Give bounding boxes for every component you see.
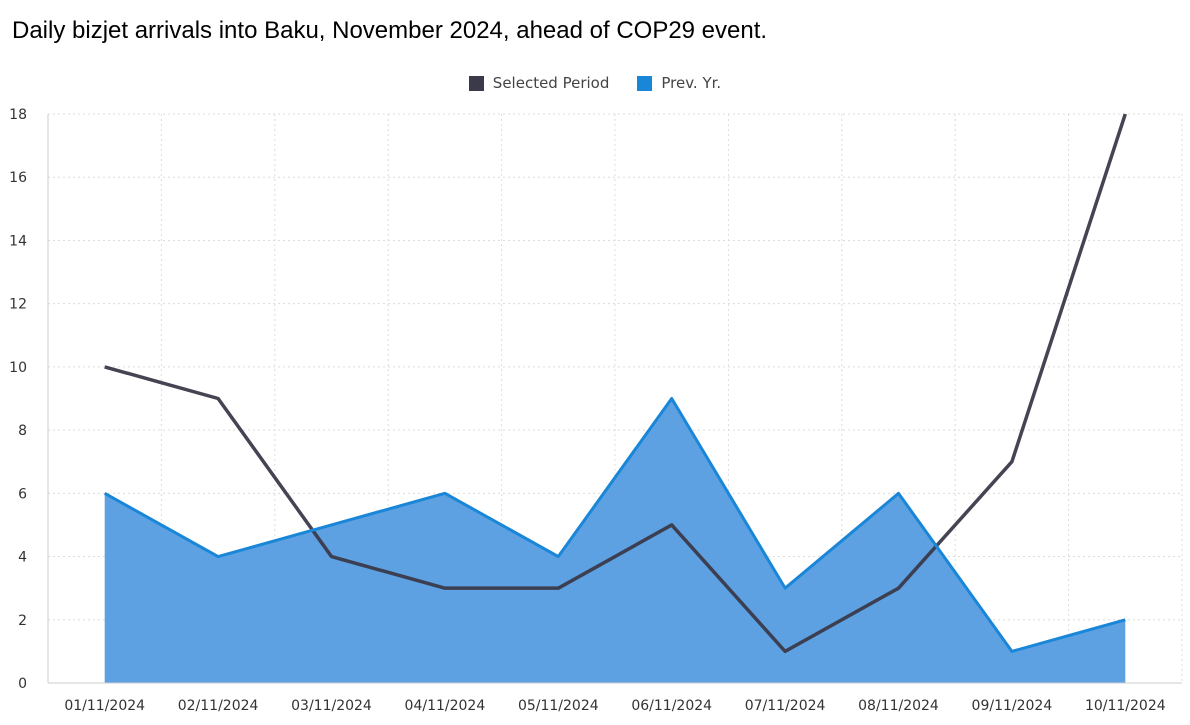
y-tick-label-6: 6 [18,486,27,502]
legend-item-prev-yr[interactable]: Prev. Yr. [637,74,721,92]
legend-label-selected-period: Selected Period [492,74,610,92]
legend-swatch-prev-yr [637,75,653,91]
legend-label-prev-yr: Prev. Yr. [661,74,722,92]
x-tick-label-8: 08/11/2024 [858,698,939,714]
x-tick-label-6: 06/11/2024 [631,698,712,714]
y-tick-label-16: 16 [9,170,27,186]
x-tick-label-7: 07/11/2024 [745,698,826,714]
y-tick-label-18: 18 [9,107,27,123]
x-tick-label-5: 05/11/2024 [518,698,599,714]
y-tick-label-10: 10 [9,360,27,376]
x-tick-label-9: 09/11/2024 [972,698,1053,714]
line-prev-yr [103,397,1126,653]
legend: Selected Period Prev. Yr. [0,72,1190,94]
area-prev-yr [104,398,1126,683]
y-tick-label-12: 12 [9,297,27,313]
chart-title: Daily bizjet arrivals into Baku, Novembe… [12,17,768,44]
x-tick-label-1: 01/11/2024 [64,698,145,714]
y-tick-label-8: 8 [18,423,27,439]
x-tick-label-10: 10/11/2024 [1085,698,1166,714]
y-tick-label-0: 0 [18,676,27,692]
legend-item-selected-period[interactable]: Selected Period [468,74,610,92]
x-tick-label-4: 04/11/2024 [405,698,486,714]
legend-swatch-selected-period [468,75,484,91]
y-tick-label-2: 2 [18,613,27,629]
x-tick-label-2: 02/11/2024 [178,698,259,714]
y-tick-label-14: 14 [9,233,27,249]
x-tick-label-3: 03/11/2024 [291,698,372,714]
line-selected-period [104,113,1127,654]
y-tick-label-4: 4 [18,550,27,566]
